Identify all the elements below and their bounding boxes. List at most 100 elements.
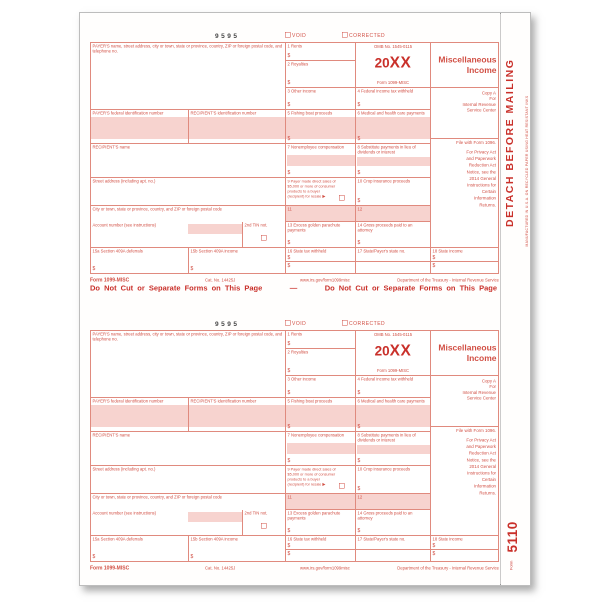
account-shaded-band (188, 512, 243, 522)
street-address-cell: Street address (including apt. no.) (91, 178, 286, 206)
box5-fishing-cell: 5 Fishing boat proceeds $ (286, 110, 356, 144)
box7-label: 7 Nonemployee compensation (287, 144, 345, 150)
dollar-sign: $ (287, 255, 291, 261)
box9-checkbox (339, 195, 345, 201)
omb-year-cell: OMB No. 1545-0115 20XX Form 1099-MISC (356, 43, 431, 88)
box10-label: 10 Crop insurance proceeds (357, 466, 411, 472)
recipient-tin-cell: RECIPIENT'S identification number (189, 110, 286, 144)
box17-label: 17 State/Payer's state no. (357, 248, 406, 254)
box5-label: 5 Fishing boat proceeds (287, 398, 333, 404)
box16-label: 16 State tax withheld (287, 536, 327, 542)
box13-label: 13 Excess golden parachute payments (287, 510, 341, 521)
file-with-1096: File with Form 1096. (456, 140, 496, 145)
account-number-label: Account number (see instructions) (92, 510, 157, 516)
dollar-sign: $ (190, 554, 194, 560)
form-header-row: 9595 VOID CORRECTED (90, 317, 499, 330)
privacy-act-notice: For Privacy Act and Paperwork Reduction … (466, 437, 496, 496)
corrected-label: CORRECTED (349, 33, 386, 39)
file-with-1096: File with Form 1096. (456, 428, 496, 433)
dollar-sign: $ (357, 528, 361, 534)
form-sheet-shadow: DETACH BEFORE MAILING MANUFACTURED IN U.… (79, 12, 531, 586)
form-copy-top: 9595 VOID CORRECTED PAYER'S name, street… (90, 29, 499, 288)
dollar-sign: $ (287, 543, 291, 549)
box6-medical-cell: 6 Medical and health care payments $ (356, 110, 431, 144)
payer-info-cell: PAYER'S name, street address, city or to… (91, 43, 286, 110)
box3-label: 3 Other income (287, 376, 317, 382)
box6-label: 6 Medical and health care payments (357, 110, 425, 116)
recipient-name-cell: RECIPIENT'S name (91, 432, 286, 466)
box6-medical-cell: 6 Medical and health care payments $ (356, 398, 431, 432)
manufacture-edge-note: MANUFACTURED IN U.S.A. ON RECYCLED PAPER… (525, 95, 530, 247)
box9-label: 9 Payer made direct sales of $5,000 or m… (287, 467, 336, 487)
void-checkbox-group: VOID (285, 32, 306, 39)
box15b-label: 15b Section 409A income (190, 248, 238, 254)
dollar-sign: $ (287, 458, 291, 464)
box9-direct-sales-cell: 9 Payer made direct sales of $5,000 or m… (286, 178, 356, 206)
dollar-sign: $ (190, 266, 194, 272)
dollar-sign: $ (287, 263, 291, 269)
state-row-divider (431, 261, 498, 262)
void-checkbox-group: VOID (285, 320, 306, 327)
form-table: PAYER'S name, street address, city or to… (90, 42, 499, 274)
box4-label: 4 Federal income tax withheld (357, 376, 414, 382)
box15a-cell: 15a Section 409A deferrals $ (91, 536, 189, 561)
dollar-sign: $ (357, 486, 361, 492)
recipient-name-label: RECIPIENT'S name (92, 144, 131, 150)
recipient-name-cell: RECIPIENT'S name (91, 144, 286, 178)
payer-info-label: PAYER'S name, street address, city or to… (92, 331, 283, 342)
dollar-sign: $ (287, 102, 291, 108)
print-code: 9595 (215, 320, 240, 328)
second-tin-checkbox (261, 235, 267, 241)
dollar-sign: $ (357, 390, 361, 396)
box15b-cell: 15b Section 409A income $ (189, 536, 286, 561)
form-header-row: 9595 VOID CORRECTED (90, 29, 499, 42)
dollar-sign: $ (287, 240, 291, 246)
omb-number: OMB No. 1545-0115 (373, 44, 413, 49)
footer-form-name: Form 1099-MISC (90, 565, 130, 572)
copy-a-designation: Copy A For Internal Revenue Service Cent… (462, 378, 497, 401)
state-row-divider (286, 549, 355, 550)
state-row-divider (356, 549, 430, 550)
corrected-checkbox (342, 320, 348, 326)
box15a-cell: 15a Section 409A deferrals $ (91, 248, 189, 273)
state-row-divider (356, 261, 430, 262)
box17-state-no-cell: 17 State/Payer's state no. (356, 536, 431, 561)
do-not-cut-dash: — (289, 284, 298, 293)
box1-label: 1 Rents (287, 331, 302, 337)
corrected-label: CORRECTED (349, 321, 386, 327)
box14-label: 14 Gross proceeds paid to an attorney (357, 510, 413, 521)
corrected-checkbox (342, 32, 348, 38)
street-address-label: Street address (including apt. no.) (92, 466, 156, 472)
box11-number: 11 (287, 206, 292, 212)
dollar-sign: $ (287, 528, 291, 534)
box8-label: 8 Substitute payments in lieu of dividen… (357, 144, 416, 155)
box11-number: 11 (287, 494, 292, 500)
do-not-cut-notice: Do Not Cut or Separate Forms on This Pag… (90, 284, 497, 293)
product-number-5110: 5110 (505, 521, 520, 553)
form-title: Miscellaneous Income (431, 43, 498, 88)
void-checkbox (285, 32, 291, 38)
account-number-cell: Account number (see instructions) (91, 510, 243, 536)
box1-rents-cell: 1 Rents $ (286, 331, 356, 349)
box18-state-income-cell: 18 State income $ $ (431, 536, 498, 561)
box2-label: 2 Royalties (287, 61, 309, 67)
street-address-cell: Street address (including apt. no.) (91, 466, 286, 494)
copy-column-divider (431, 426, 498, 427)
void-checkbox (285, 320, 291, 326)
box2-label: 2 Royalties (287, 349, 309, 355)
tin-row-shaded-band (91, 405, 431, 427)
box2-royalties-cell: 2 Royalties $ (286, 349, 356, 376)
do-not-cut-left: Do Not Cut or Separate Forms on This Pag… (90, 284, 263, 293)
footer-department: Department of the Treasury - Internal Re… (397, 565, 499, 571)
account-number-label: Account number (see instructions) (92, 222, 157, 228)
tax-year: 20XX (374, 53, 412, 71)
payer-tin-cell: PAYER'S federal identification number (91, 110, 189, 144)
recipient-name-label: RECIPIENT'S name (92, 432, 131, 438)
dollar-sign: $ (287, 551, 291, 557)
state-row-divider (286, 261, 355, 262)
box15a-label: 15a Section 409A deferrals (92, 536, 143, 542)
box2-royalties-cell: 2 Royalties $ (286, 61, 356, 88)
footer-irs-url: www.irs.gov/form1099misc (300, 277, 350, 283)
box12-number: 12 (357, 206, 363, 212)
box3-label: 3 Other income (287, 88, 317, 94)
